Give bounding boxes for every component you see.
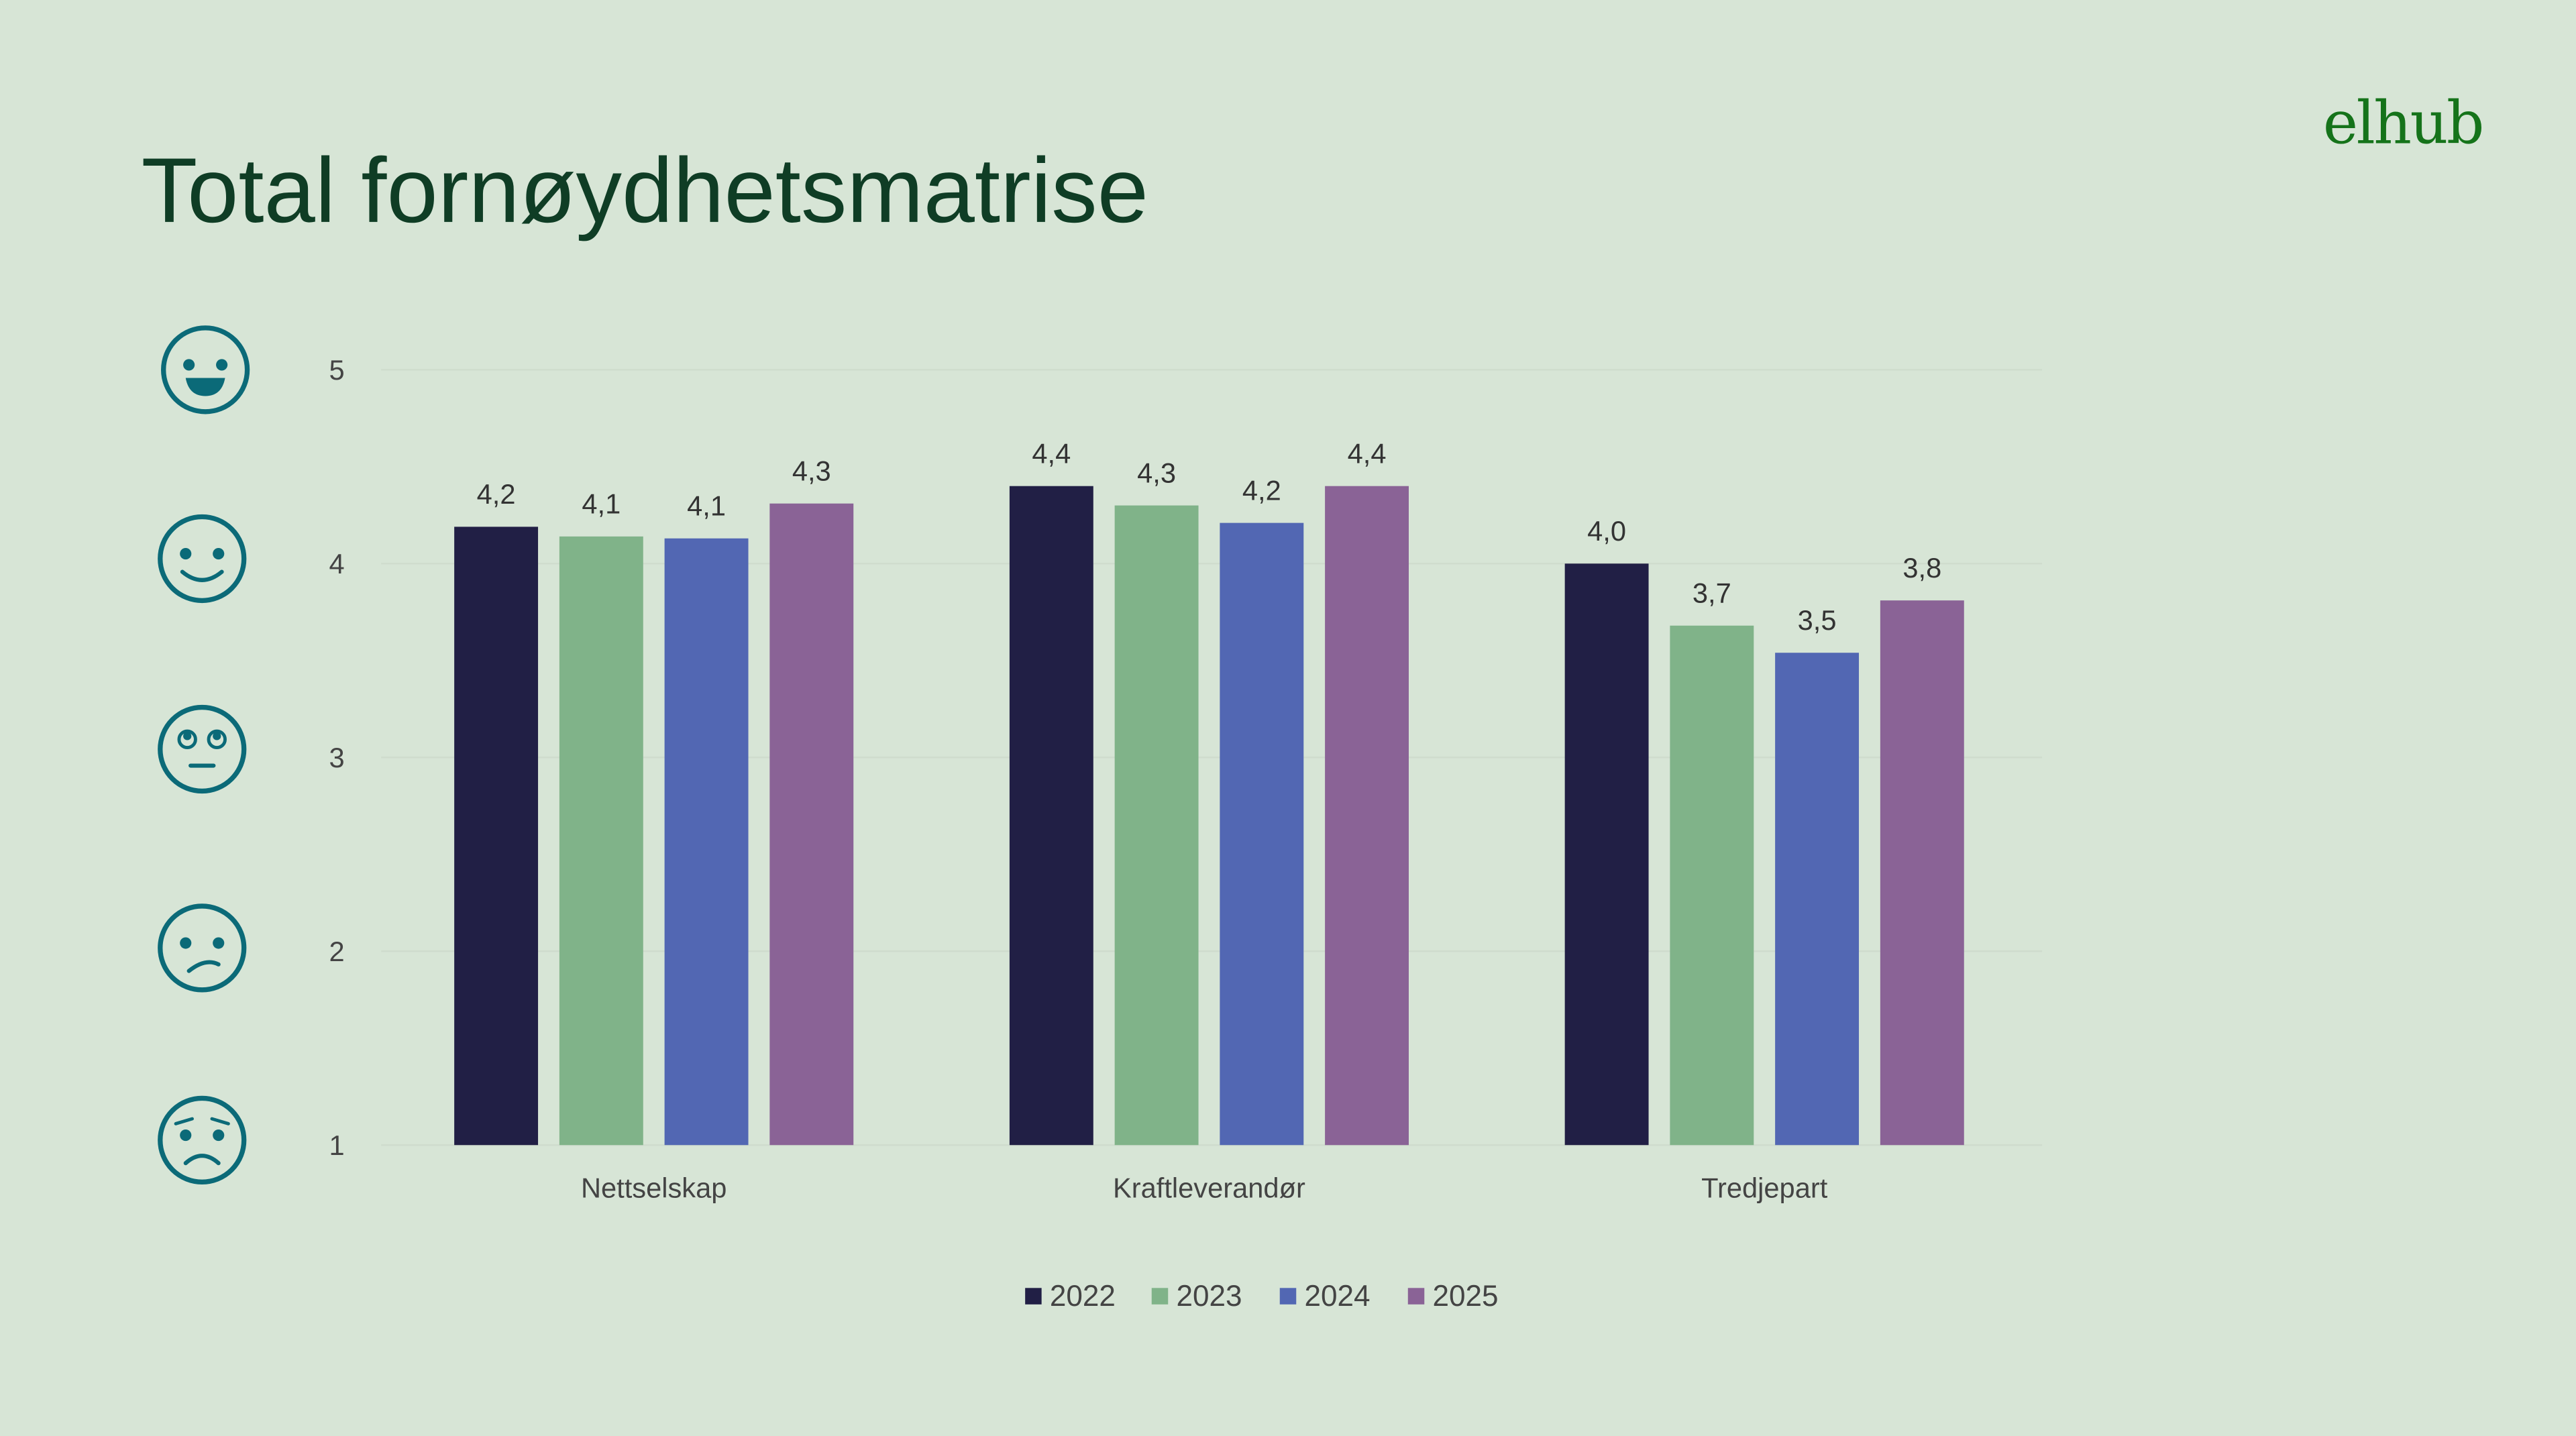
bar-2025-Kraftleverandør (1325, 486, 1409, 1146)
y-tick-label: 4 (329, 548, 344, 579)
y-tick-label: 3 (329, 742, 344, 773)
bar-2024-Nettselskap (664, 538, 749, 1146)
bar-2024-Kraftleverandør (1220, 522, 1304, 1146)
neutral-eyeroll-face-icon (158, 704, 247, 794)
legend-swatch-2024 (1279, 1288, 1297, 1305)
data-label: 3,8 (1902, 552, 1941, 584)
y-tick-label: 1 (329, 1129, 344, 1161)
x-category-label: Nettselskap (581, 1172, 727, 1204)
bar-2022-Kraftleverandør (1009, 486, 1093, 1146)
y-tick-label: 5 (329, 354, 344, 386)
confused-face-icon (158, 903, 247, 993)
data-label: 4,3 (1137, 457, 1176, 488)
legend-swatch-2022 (1025, 1288, 1042, 1305)
very-happy-face-icon (161, 325, 250, 415)
data-label: 3,5 (1798, 604, 1837, 636)
x-category-label: Kraftleverandør (1113, 1172, 1305, 1204)
data-label: 4,2 (477, 478, 516, 510)
legend-label: 2025 (1433, 1280, 1499, 1313)
data-label: 4,4 (1032, 437, 1071, 469)
data-label: 4,4 (1348, 437, 1387, 469)
smiling-face-icon (158, 514, 247, 604)
legend-swatch-2023 (1151, 1288, 1169, 1305)
bar-2022-Nettselskap (454, 527, 539, 1146)
data-label: 4,0 (1587, 515, 1626, 547)
bar-2023-Tredjepart (1670, 625, 1754, 1146)
data-label: 4,1 (582, 488, 621, 520)
elhub-logo: elhub (2323, 88, 2483, 157)
data-label: 4,2 (1242, 474, 1281, 506)
bar-2023-Kraftleverandør (1114, 505, 1199, 1146)
data-label: 4,1 (687, 490, 726, 521)
legend-label: 2022 (1050, 1280, 1116, 1313)
bar-chart: 1 2 3 4 5 Nettselskap 4,2 4,1 4,1 4,3 Kraftleveran… (329, 354, 2043, 1204)
x-category-label: Tredjepart (1701, 1172, 1828, 1204)
legend-label: 2023 (1176, 1280, 1242, 1313)
chart-legend: 2022 2023 2024 2025 (1025, 1280, 1499, 1313)
bar-2025-Nettselskap (769, 503, 854, 1146)
worried-face-icon (158, 1095, 247, 1185)
legend-label: 2024 (1304, 1280, 1370, 1313)
y-tick-label: 2 (329, 936, 344, 967)
bar-2024-Tredjepart (1775, 653, 1860, 1146)
page-title: Total fornøydhetsmatrise (142, 140, 1148, 242)
rating-icons (158, 325, 250, 1185)
bar-2022-Tredjepart (1564, 563, 1649, 1146)
data-label: 4,3 (792, 455, 831, 486)
bar-2025-Tredjepart (1880, 600, 1964, 1146)
data-label: 3,7 (1693, 577, 1731, 608)
bar-2023-Nettselskap (559, 536, 643, 1146)
legend-swatch-2025 (1407, 1288, 1425, 1305)
